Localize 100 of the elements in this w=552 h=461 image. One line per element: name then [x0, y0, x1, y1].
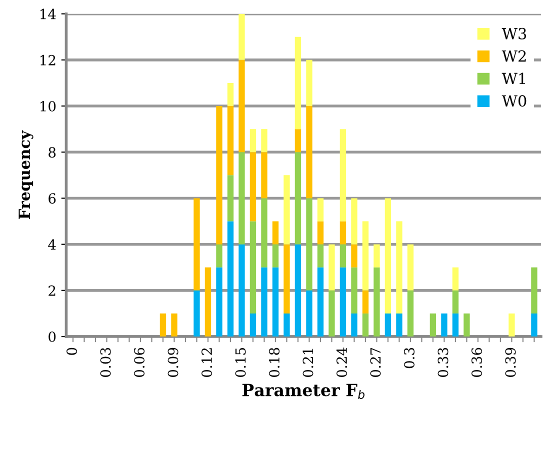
bar [317, 267, 324, 337]
bar [204, 267, 212, 337]
bar [238, 244, 245, 337]
bar [227, 175, 234, 222]
y-tick-label: 6 [48, 193, 56, 204]
y-tick-label: 4 [48, 239, 56, 250]
x-tick-label: 0.24 [336, 348, 347, 377]
x-tick-label: 0.39 [505, 348, 516, 377]
bar [464, 313, 470, 337]
bar [396, 221, 402, 314]
bar [261, 152, 268, 198]
bar [340, 267, 346, 337]
bar [340, 129, 346, 222]
y-tick-label: 0 [48, 332, 56, 342]
bar [171, 313, 178, 337]
bar [284, 175, 290, 244]
bar [384, 198, 392, 314]
bar [452, 290, 459, 314]
bar [384, 313, 392, 337]
bar [250, 221, 256, 314]
bar [227, 221, 234, 337]
bar [407, 244, 414, 290]
bar [250, 152, 256, 222]
x-tick-label: 0.36 [471, 348, 482, 377]
bar [362, 221, 369, 290]
bar [452, 267, 459, 290]
legend-label: W1 [502, 72, 526, 84]
legend-label: W0 [502, 95, 526, 107]
bar [294, 152, 302, 244]
y-axis-title: Frequency [18, 130, 34, 220]
bar [261, 198, 268, 268]
x-tick-label: 0.06 [134, 348, 145, 377]
x-tick-label: 0.15 [235, 348, 246, 377]
bar [441, 313, 448, 337]
x-tick-label: 0.09 [168, 348, 178, 377]
x-tick-label: 0.27 [370, 348, 381, 377]
bar [284, 244, 290, 314]
x-tick-label: 0.03 [100, 348, 111, 377]
bar [351, 244, 358, 268]
bar [284, 313, 290, 337]
x-tick-label: 0.33 [438, 348, 448, 377]
x-tick-label: 0 [66, 348, 78, 355]
bar [351, 198, 358, 244]
bar [317, 221, 324, 244]
bar [306, 198, 312, 290]
legend-label: W3 [502, 28, 526, 40]
bar [452, 313, 459, 337]
bar [216, 267, 222, 337]
bar [430, 313, 436, 337]
x-tick-label: 0.12 [202, 348, 212, 377]
bar [396, 313, 402, 337]
bar [362, 313, 369, 337]
bar [272, 221, 279, 244]
bar [194, 198, 200, 290]
bar [272, 267, 279, 337]
bar [160, 313, 166, 337]
bar [261, 129, 268, 152]
bar [216, 106, 222, 244]
bar [317, 198, 324, 222]
bar [340, 244, 346, 268]
bar [306, 290, 312, 337]
y-tick-label: 10 [40, 101, 56, 112]
bar [531, 313, 538, 337]
x-tick-label: 0.3 [404, 348, 414, 368]
bar [508, 313, 515, 337]
y-tick-label: 12 [40, 54, 56, 66]
bar [362, 290, 369, 314]
bar [531, 267, 538, 314]
y-tick-label: 14 [40, 8, 56, 20]
bar [216, 244, 222, 268]
x-axis-title: Parameter F$_{b}$ [242, 384, 364, 399]
bar [340, 221, 346, 244]
bar [317, 244, 324, 268]
x-tick-label: 0.18 [269, 348, 280, 377]
bar [261, 267, 268, 337]
bar [250, 129, 256, 152]
bar [328, 244, 335, 290]
bar [351, 313, 358, 337]
bar [250, 313, 256, 337]
bar [238, 14, 245, 60]
bar [238, 60, 245, 152]
bar [407, 290, 414, 337]
bar [374, 267, 380, 337]
bar [238, 152, 245, 244]
bar [294, 244, 302, 337]
bar [306, 106, 312, 198]
bar [272, 244, 279, 268]
bar [328, 290, 335, 337]
bar [306, 60, 312, 106]
bar [351, 267, 358, 314]
bar [374, 244, 380, 268]
y-tick-label: 8 [48, 147, 56, 158]
bar [294, 36, 302, 130]
bar [227, 106, 234, 176]
y-tick-label: 2 [48, 285, 56, 296]
bar [294, 129, 302, 152]
bar [227, 82, 234, 106]
legend-label: W2 [502, 50, 526, 62]
x-tick-label: 0.21 [302, 348, 314, 377]
bar [194, 290, 200, 337]
